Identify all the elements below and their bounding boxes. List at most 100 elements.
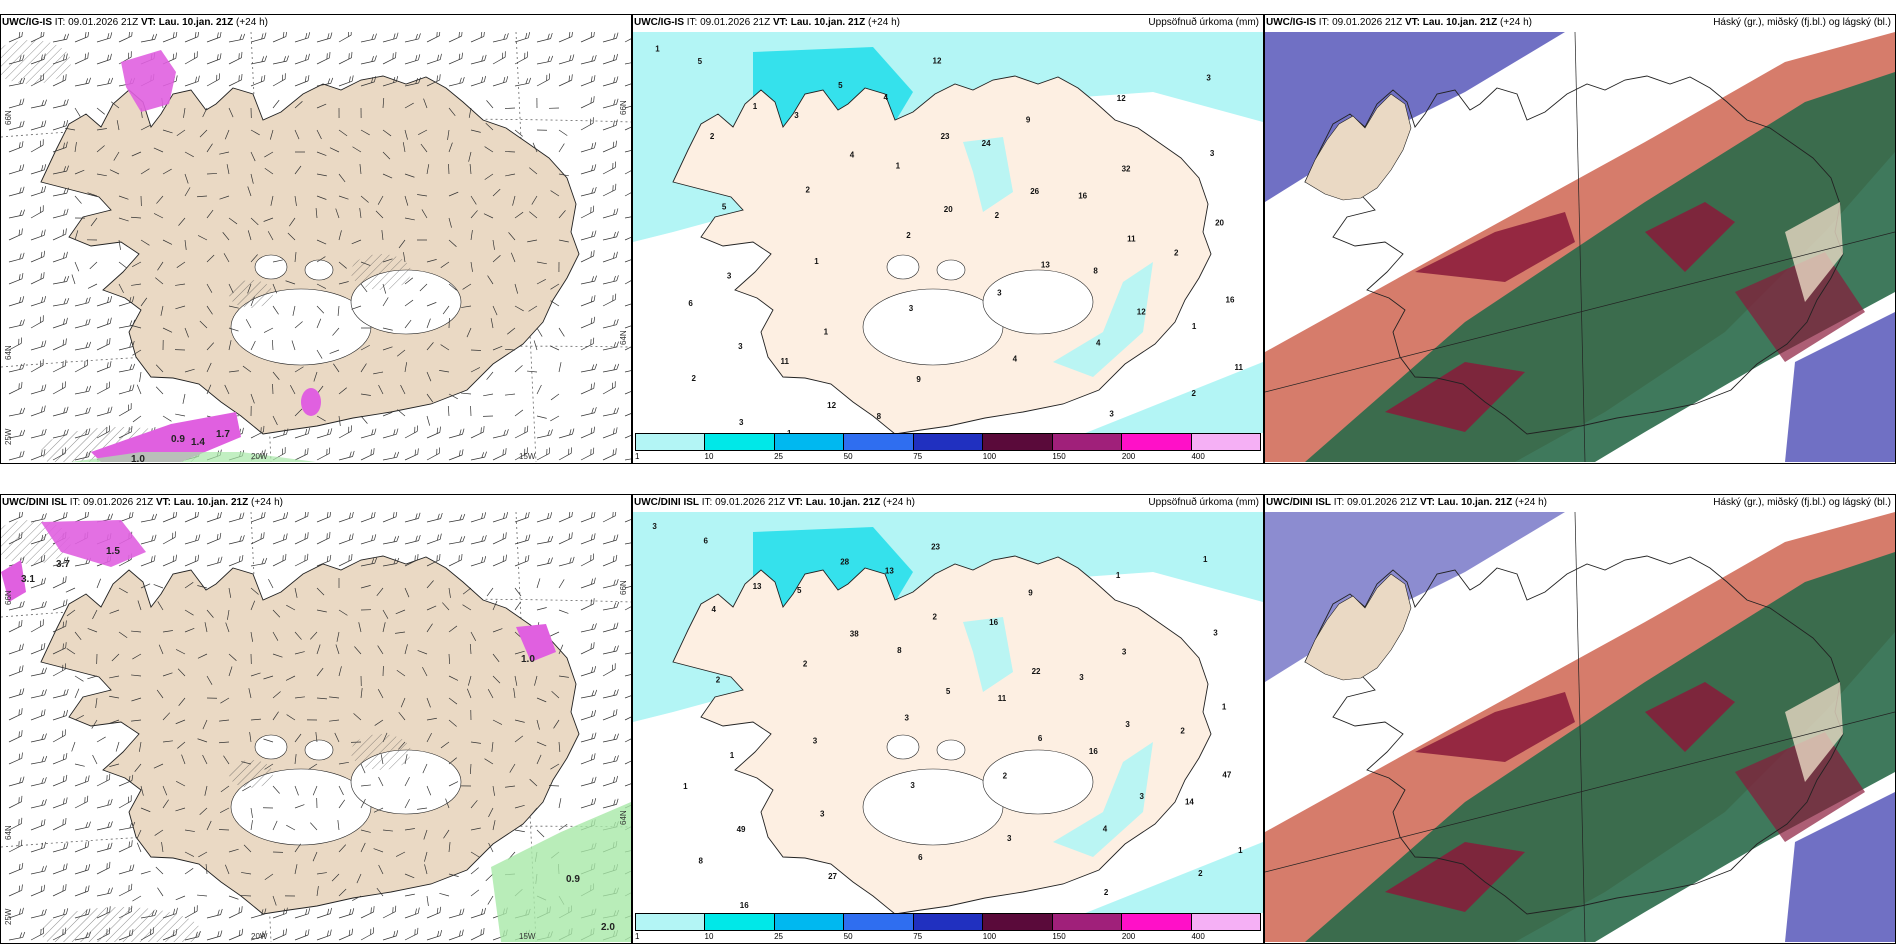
colorbar-label: 400 <box>1191 452 1205 461</box>
precip-value: 3 <box>1213 628 1218 637</box>
precip-value: 3 <box>820 809 825 818</box>
precip-value: 12 <box>1137 308 1146 317</box>
panel-cloud-dini: UWC/DINI ISL IT: 09.01.2026 21Z VT: Lau.… <box>1264 494 1896 944</box>
precip-value: 38 <box>850 630 859 639</box>
title-vt-value: Lau. 10.jan. 21Z <box>173 497 249 508</box>
colorbar-label: 100 <box>982 452 997 461</box>
title-title-model: UWC/DINI ISL <box>2 497 67 508</box>
contour-label: 0.9 <box>566 874 580 885</box>
title-title-model: UWC/IG-IS <box>634 17 684 28</box>
precip-value: 1 <box>1192 322 1197 331</box>
precip-value: 16 <box>1078 191 1087 200</box>
precip-value: 2 <box>805 186 810 195</box>
precip-value: 3 <box>1210 149 1215 158</box>
precip-value: 11 <box>1127 234 1136 243</box>
precip-value: 1 <box>824 327 829 336</box>
precip-value: 4 <box>1096 338 1101 347</box>
precip-value: 16 <box>1089 747 1098 756</box>
precip-value: 4 <box>1013 355 1018 364</box>
lat-label: 64N <box>4 825 13 840</box>
precip-value: 2 <box>1174 249 1179 258</box>
lon-label: 15W <box>519 932 536 941</box>
precip-value: 6 <box>688 299 693 308</box>
precip-value: 2 <box>1003 771 1008 780</box>
contour-label: 0.9 <box>171 434 185 445</box>
lon-label: 15W <box>519 452 536 461</box>
title-it-label: IT: <box>54 17 66 28</box>
title-it-value: 09.01.2026 21Z <box>1332 17 1403 28</box>
precip-value: 2 <box>1198 869 1203 878</box>
lon-label: 20W <box>251 932 268 941</box>
precip-value: 3 <box>909 304 914 313</box>
precip-value: 4 <box>884 93 889 102</box>
precip-value: 1 <box>753 102 758 111</box>
colorbar-swatch <box>636 914 706 930</box>
title-lead: (+24 h) <box>868 17 900 28</box>
precip-value: 3 <box>1109 410 1114 419</box>
title-lead: (+24 h) <box>251 497 283 508</box>
precip-value: 13 <box>885 566 894 575</box>
title-lead: (+24 h) <box>1515 497 1547 508</box>
precip-value: 5 <box>838 81 843 90</box>
precip-value: 12 <box>933 56 942 65</box>
precip-value: 3 <box>1007 834 1012 843</box>
contour-label: 3.7 <box>56 559 70 570</box>
precip-value: 1 <box>730 751 735 760</box>
precip-value: 6 <box>704 537 709 546</box>
precip-value: 8 <box>897 646 902 655</box>
colorbar-swatch <box>1052 914 1123 930</box>
title-lead: (+24 h) <box>236 17 268 28</box>
contour-label: 1.4 <box>191 437 205 448</box>
title-vt-label: VT: <box>1404 17 1420 28</box>
panel-wind-igis: UWC/IG-IS IT: 09.01.2026 21Z VT: Lau. 10… <box>0 14 632 464</box>
precip-value: 5 <box>698 57 703 66</box>
colorbar-swatch <box>844 434 914 450</box>
colorbar-swatch <box>844 914 914 930</box>
precip-value: 4 <box>1103 824 1108 833</box>
precip-value: 32 <box>1122 164 1131 173</box>
colorbar-label: 50 <box>843 932 853 941</box>
precip-value: 49 <box>737 825 746 834</box>
contour-label: 1.0 <box>521 654 535 665</box>
colorbar-swatch <box>774 434 845 450</box>
precip-value: 12 <box>827 401 836 410</box>
colorbar-swatch <box>1191 434 1260 450</box>
colorbar-label: 200 <box>1121 452 1136 461</box>
precip-value: 28 <box>840 558 849 567</box>
title-vt-label: VT: <box>772 17 788 28</box>
precip-value: 2 <box>716 675 721 684</box>
title-lead: (+24 h) <box>1500 17 1532 28</box>
colorbar-swatch <box>705 434 775 450</box>
colorbar-label: 100 <box>982 932 997 941</box>
title-it-label: IT: <box>701 497 713 508</box>
title-vt-label: VT: <box>155 497 171 508</box>
panel-title: UWC/IG-IS IT: 09.01.2026 21Z VT: Lau. 10… <box>634 16 900 30</box>
map-cloud <box>1265 512 1895 942</box>
lat-label-right: 64N <box>619 810 628 825</box>
precip-value: 2 <box>1180 726 1185 735</box>
lat-label: 25W <box>4 428 13 445</box>
panel-precip-igis: UWC/IG-IS IT: 09.01.2026 21Z VT: Lau. 10… <box>632 14 1264 464</box>
lat-label-right: 66N <box>619 580 628 595</box>
contour-label: 3.1 <box>21 574 35 585</box>
colorbar-label: 1 <box>635 452 640 461</box>
precip-value: 2 <box>1104 888 1109 897</box>
precip-value: 14 <box>1185 797 1194 806</box>
colorbar-label: 25 <box>774 932 784 941</box>
precip-value: 2 <box>692 374 697 383</box>
colorbar-label: 75 <box>913 452 923 461</box>
panel-wind-dini: UWC/DINI ISL IT: 09.01.2026 21Z VT: Lau.… <box>0 494 632 944</box>
colorbar-swatch <box>983 914 1053 930</box>
precip-value: 16 <box>1226 295 1235 304</box>
colorbar-label: 150 <box>1052 452 1066 461</box>
lat-label: 66N <box>4 110 13 125</box>
precip-value: 3 <box>727 271 732 280</box>
title-it-label: IT: <box>1318 17 1330 28</box>
precip-value: 2 <box>1192 389 1197 398</box>
colorbar-label: 75 <box>913 932 923 941</box>
precip-value: 11 <box>780 357 789 366</box>
lat-label-right: 64N <box>619 330 628 345</box>
title-title-model: UWC/DINI ISL <box>1266 497 1331 508</box>
precip-value: 6 <box>1038 734 1043 743</box>
panel-title: UWC/DINI ISL IT: 09.01.2026 21Z VT: Lau.… <box>634 496 915 510</box>
